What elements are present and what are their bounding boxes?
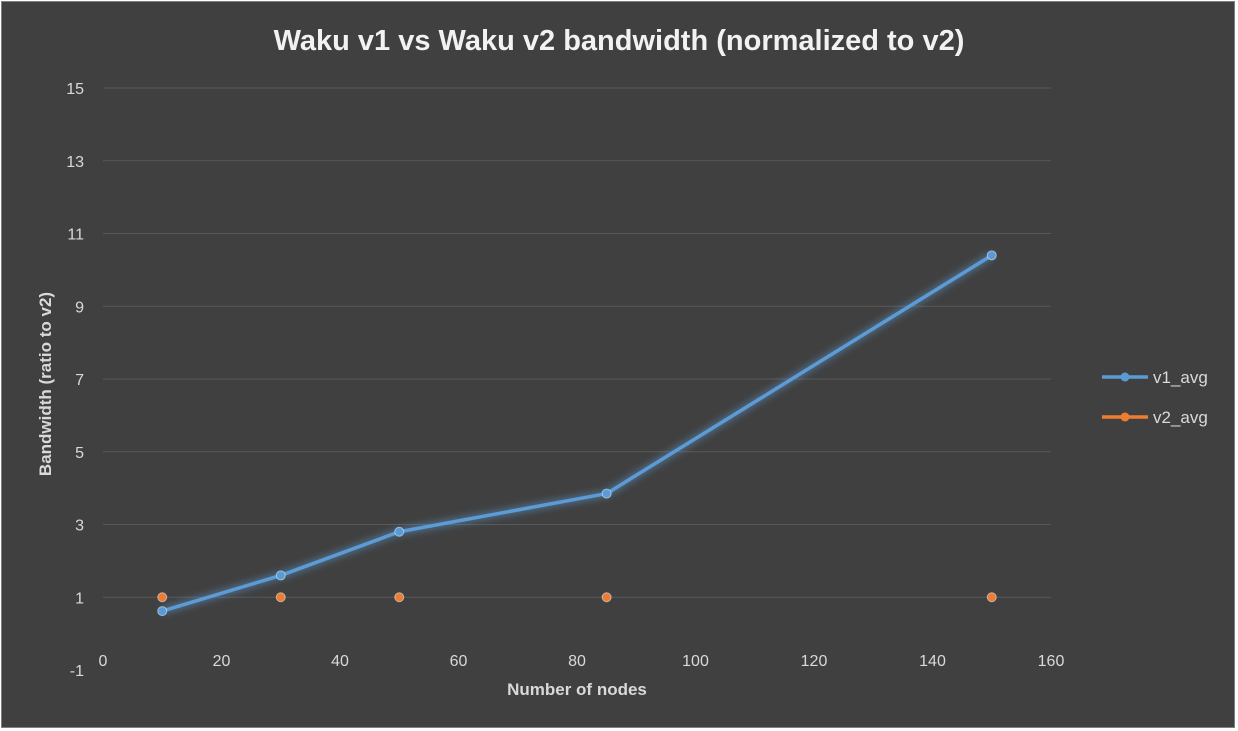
series-v1-avg xyxy=(157,250,997,617)
legend-entry-v1-avg: v1_avg xyxy=(1102,368,1208,387)
legend-marker xyxy=(1120,372,1130,382)
legend-entry-v2-avg: v2_avg xyxy=(1102,408,1208,427)
x-tick-label: 120 xyxy=(801,653,828,670)
legend: v1_avg v2_avg xyxy=(1102,368,1208,427)
chart-title: Waku v1 vs Waku v2 bandwidth (normalized… xyxy=(274,25,965,57)
data-point-v2-avg xyxy=(986,592,997,603)
gridlines xyxy=(103,87,1051,598)
series-v2-avg xyxy=(157,592,997,603)
data-point-v2-avg xyxy=(601,592,612,603)
series-line-v1-avg xyxy=(161,253,993,613)
x-tick-label: 40 xyxy=(331,653,349,670)
x-axis-ticks: 0 20 40 60 80 100 120 140 160 xyxy=(99,653,1065,670)
y-tick-label: 11 xyxy=(67,227,84,244)
x-axis-title: Number of nodes xyxy=(507,680,647,699)
x-tick-label: 160 xyxy=(1038,653,1065,670)
x-tick-label: 0 xyxy=(99,653,108,670)
data-point-v1-avg xyxy=(394,526,405,537)
legend-marker xyxy=(1120,412,1130,422)
data-point-v1-avg xyxy=(986,250,997,261)
y-tick-label: 7 xyxy=(75,372,84,389)
y-tick-label: 3 xyxy=(75,518,84,535)
data-point-v1-avg xyxy=(601,488,612,499)
data-point-v1-avg xyxy=(157,606,168,617)
x-tick-label: 80 xyxy=(568,653,586,670)
y-tick-label: -1 xyxy=(70,663,84,680)
data-point-v2-avg xyxy=(157,592,168,603)
y-tick-label: 15 xyxy=(66,81,84,98)
x-tick-label: 60 xyxy=(450,653,468,670)
x-tick-label: 100 xyxy=(682,653,709,670)
x-tick-label: 20 xyxy=(213,653,231,670)
y-tick-label: 5 xyxy=(75,445,84,462)
y-tick-label: 1 xyxy=(75,590,84,607)
series-layer xyxy=(157,250,997,617)
legend-label: v2_avg xyxy=(1153,408,1208,427)
y-axis-title: Bandwidth (ratio to v2) xyxy=(36,292,55,476)
y-tick-label: 13 xyxy=(66,154,84,171)
y-tick-label: 9 xyxy=(75,299,84,316)
data-point-v2-avg xyxy=(275,592,286,603)
x-tick-label: 140 xyxy=(919,653,946,670)
data-point-v2-avg xyxy=(394,592,405,603)
legend-label: v1_avg xyxy=(1153,368,1208,387)
data-point-v1-avg xyxy=(275,570,286,581)
